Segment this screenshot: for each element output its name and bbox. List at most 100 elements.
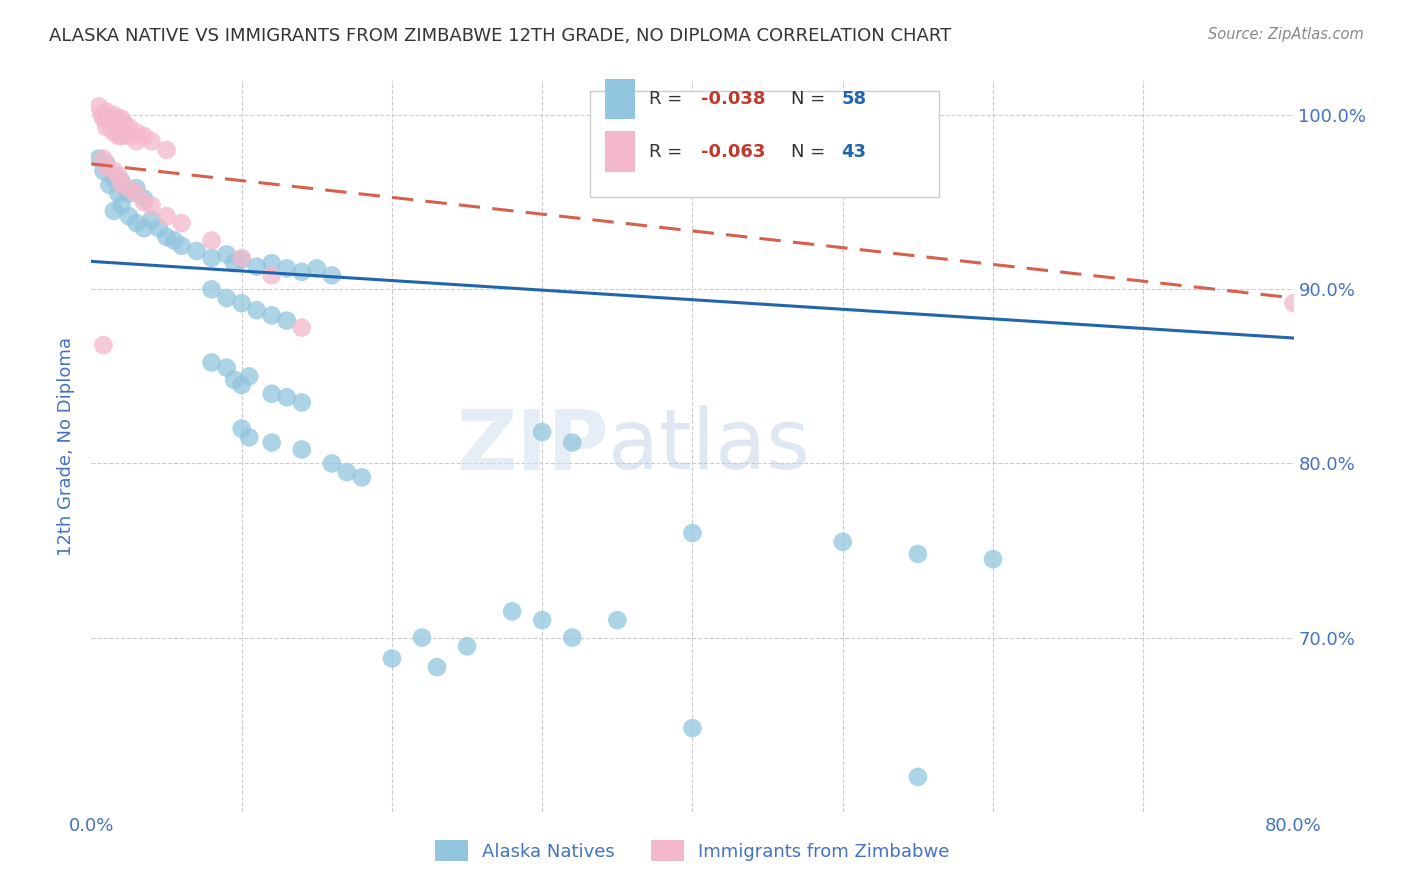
Point [291,395,314,409]
Point [96,113,118,128]
Point [87,152,110,166]
Point [103,164,125,178]
Point [336,465,359,479]
Point [125,126,148,140]
Point [125,181,148,195]
Point [260,256,283,270]
FancyBboxPatch shape [591,91,939,197]
Text: R =: R = [650,143,688,161]
Point [90,108,112,122]
Point [107,169,129,183]
Point [114,126,136,140]
Point [107,186,129,201]
Point [100,120,122,135]
Point [103,126,125,140]
Point [531,613,554,627]
Point [96,161,118,175]
Point [276,390,298,404]
Point [224,373,246,387]
Point [107,128,129,143]
Point [103,203,125,218]
Point [186,244,208,258]
Point [103,172,125,186]
Point [163,234,186,248]
Point [681,526,703,541]
Point [231,296,253,310]
Point [456,640,478,654]
FancyBboxPatch shape [605,131,634,171]
Point [231,251,253,265]
Point [118,186,141,201]
Point [231,252,253,267]
Point [215,247,238,261]
Point [132,192,155,206]
Point [141,212,163,227]
Point [321,457,343,471]
Point [224,256,246,270]
Point [155,230,177,244]
Point [606,613,628,627]
Point [98,178,121,192]
Point [201,251,224,265]
Text: 58: 58 [842,90,866,108]
Legend: Alaska Natives, Immigrants from Zimbabwe: Alaska Natives, Immigrants from Zimbabwe [429,833,956,869]
Point [110,112,132,126]
Point [291,442,314,457]
Point [141,134,163,148]
Point [93,164,115,178]
Point [260,435,283,450]
Text: N =: N = [792,143,831,161]
Point [1282,296,1305,310]
Text: 43: 43 [842,143,866,161]
Point [141,199,163,213]
Y-axis label: 12th Grade, No Diploma: 12th Grade, No Diploma [58,336,76,556]
Point [110,178,132,192]
Point [276,313,298,327]
Point [201,282,224,296]
Point [291,320,314,334]
Point [681,721,703,735]
Point [260,268,283,283]
Point [291,265,314,279]
Point [125,186,148,201]
Point [87,99,110,113]
Point [170,216,193,230]
Point [118,120,141,135]
Point [231,421,253,435]
Text: ALASKA NATIVE VS IMMIGRANTS FROM ZIMBABWE 12TH GRADE, NO DIPLOMA CORRELATION CHA: ALASKA NATIVE VS IMMIGRANTS FROM ZIMBABW… [49,27,952,45]
Text: N =: N = [792,90,831,108]
Text: -0.038: -0.038 [700,90,765,108]
Text: atlas: atlas [609,406,810,486]
Point [93,112,115,126]
Text: ZIP: ZIP [456,406,609,486]
Point [381,651,404,665]
Point [411,631,433,645]
Point [103,108,125,122]
Point [501,604,523,618]
Point [426,660,449,674]
Point [561,631,583,645]
Point [118,181,141,195]
Point [132,221,155,235]
Point [246,260,269,274]
Point [305,261,328,276]
Point [110,120,132,135]
Point [155,209,177,223]
Point [831,534,853,549]
Point [148,221,170,235]
Point [260,386,283,401]
FancyBboxPatch shape [605,78,634,119]
Point [103,117,125,131]
Point [238,369,260,384]
Point [215,291,238,305]
Point [350,470,373,484]
Text: R =: R = [650,90,688,108]
Point [907,770,929,784]
Point [907,547,929,561]
Point [321,268,343,283]
Point [114,117,136,131]
Text: -0.063: -0.063 [700,143,765,161]
Point [201,234,224,248]
Point [96,104,118,119]
Point [132,128,155,143]
